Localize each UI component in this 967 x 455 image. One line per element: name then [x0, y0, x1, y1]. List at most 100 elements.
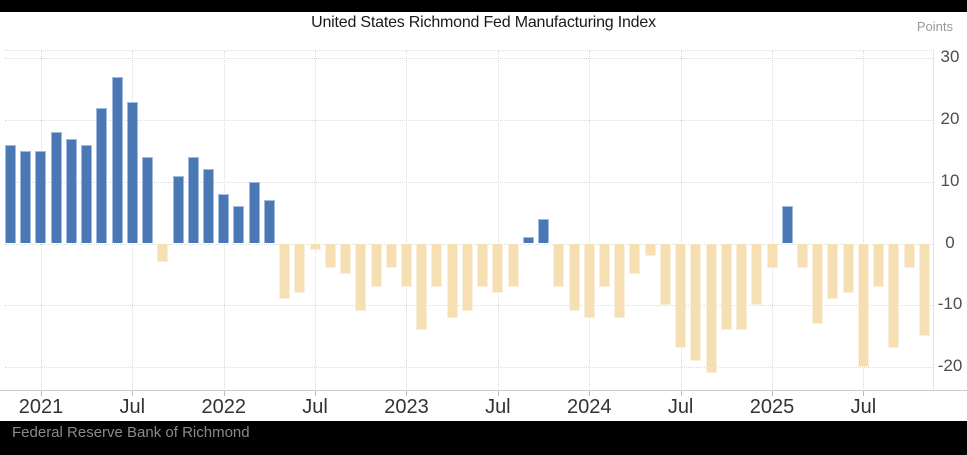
bar-sep-2024[interactable]: [705, 243, 717, 374]
x-tick-label-2025: 2025: [749, 396, 795, 418]
bar-mar-2025[interactable]: [796, 243, 808, 269]
bar-aug-2025[interactable]: [873, 243, 885, 287]
x-tick-2022: [223, 391, 225, 396]
bar-jan-2022[interactable]: [218, 194, 230, 244]
x-tick-label-Jul: Jul: [302, 396, 328, 418]
x-tick-label-Jul: Jul: [485, 396, 511, 418]
y-tick-label-20: 20: [940, 109, 960, 129]
bar-oct-2023[interactable]: [538, 218, 550, 244]
bar-dec-2022[interactable]: [385, 243, 397, 269]
bar-oct-2021[interactable]: [172, 175, 184, 244]
bar-jun-2021[interactable]: [111, 76, 123, 244]
y-tick-label--10: -10: [937, 294, 963, 314]
bar-may-2025[interactable]: [827, 243, 839, 300]
x-tick-label-2021: 2021: [18, 396, 64, 418]
chart-panel: United States Richmond Fed Manufacturing…: [0, 12, 967, 421]
h-gridline-30: [5, 58, 933, 60]
v-gridline-2024: [589, 51, 591, 391]
bar-apr-2023[interactable]: [446, 243, 458, 318]
bar-jul-2024[interactable]: [675, 243, 687, 349]
bar-nov-2024[interactable]: [736, 243, 748, 330]
x-tick-label-Jul: Jul: [119, 396, 146, 418]
v-gridline-Jul: [680, 51, 682, 391]
bar-apr-2025[interactable]: [812, 243, 824, 324]
bar-oct-2022[interactable]: [355, 243, 367, 312]
v-gridline-2023: [406, 51, 408, 391]
bar-mar-2024[interactable]: [614, 243, 626, 318]
plot-area[interactable]: [5, 50, 934, 391]
bar-jun-2025[interactable]: [842, 243, 854, 293]
y-tick-label-0: 0: [945, 232, 955, 252]
x-tick-2021: [40, 391, 42, 396]
bar-feb-2025[interactable]: [781, 206, 793, 244]
v-gridline-Jul: [497, 51, 499, 391]
x-tick-Jul: [315, 391, 317, 396]
bar-may-2023[interactable]: [461, 243, 473, 312]
bar-nov-2022[interactable]: [370, 243, 382, 287]
bar-dec-2020[interactable]: [20, 150, 32, 244]
h-gridline-10: [5, 181, 933, 183]
attribution-text: Federal Reserve Bank of Richmond: [12, 424, 250, 441]
bar-jan-2023[interactable]: [400, 243, 412, 287]
bar-aug-2023[interactable]: [507, 243, 519, 287]
bar-sep-2025[interactable]: [888, 243, 900, 349]
y-axis-unit-label: Points: [916, 19, 953, 34]
bar-feb-2023[interactable]: [416, 243, 428, 330]
x-tick-label-2024: 2024: [566, 396, 612, 418]
bar-apr-2024[interactable]: [629, 243, 641, 275]
bar-aug-2022[interactable]: [324, 243, 336, 269]
x-tick-label-Jul: Jul: [850, 396, 877, 418]
bar-nov-2023[interactable]: [553, 243, 565, 287]
bar-sep-2021[interactable]: [157, 243, 169, 262]
bar-oct-2025[interactable]: [903, 243, 915, 269]
bar-apr-2021[interactable]: [81, 144, 93, 244]
bar-nov-2025[interactable]: [918, 243, 930, 337]
y-tick-label-30: 30: [940, 47, 960, 67]
bar-mar-2022[interactable]: [248, 181, 260, 244]
y-tick-label--20: -20: [937, 355, 963, 375]
x-tick-2025: [772, 391, 773, 396]
bar-jan-2025[interactable]: [766, 243, 778, 269]
bar-jul-2021[interactable]: [126, 101, 138, 244]
bar-apr-2022[interactable]: [263, 200, 275, 244]
bar-may-2024[interactable]: [644, 243, 656, 256]
bar-aug-2021[interactable]: [142, 157, 154, 244]
h-gridline-20: [5, 120, 933, 122]
bar-jul-2022[interactable]: [309, 243, 321, 250]
bar-may-2022[interactable]: [279, 243, 291, 300]
x-tick-2023: [406, 391, 408, 396]
bar-mar-2021[interactable]: [65, 138, 77, 244]
bar-feb-2024[interactable]: [598, 243, 610, 287]
bar-feb-2021[interactable]: [50, 132, 62, 244]
bar-aug-2024[interactable]: [690, 243, 702, 361]
bar-dec-2021[interactable]: [202, 169, 214, 244]
chart-title: United States Richmond Fed Manufacturing…: [311, 14, 656, 31]
bar-jun-2022[interactable]: [294, 243, 306, 293]
x-tick-label-Jul: Jul: [667, 396, 694, 418]
bar-sep-2023[interactable]: [522, 237, 534, 244]
bar-jul-2023[interactable]: [492, 243, 504, 293]
bar-jan-2021[interactable]: [35, 150, 47, 244]
bar-jan-2024[interactable]: [583, 243, 595, 318]
bar-nov-2020[interactable]: [5, 144, 16, 244]
h-gridline--20: [5, 366, 933, 368]
bar-mar-2023[interactable]: [431, 243, 443, 287]
bar-dec-2023[interactable]: [568, 243, 580, 312]
bar-may-2021[interactable]: [96, 107, 108, 244]
bar-jun-2023[interactable]: [477, 243, 489, 287]
x-tick-label-2023: 2023: [384, 396, 429, 418]
bar-jun-2024[interactable]: [659, 243, 671, 306]
v-gridline-Jul: [315, 51, 317, 391]
x-tick-label-2022: 2022: [201, 396, 246, 418]
bar-sep-2022[interactable]: [340, 243, 352, 275]
bar-feb-2022[interactable]: [233, 206, 245, 244]
x-tick-Jul: [680, 391, 682, 396]
bar-nov-2021[interactable]: [187, 157, 199, 244]
x-tick-2024: [589, 391, 591, 396]
bar-oct-2024[interactable]: [720, 243, 732, 330]
x-axis-line: [0, 390, 967, 391]
bar-dec-2024[interactable]: [751, 243, 763, 306]
bar-jul-2025[interactable]: [857, 243, 869, 367]
x-tick-Jul: [132, 391, 134, 396]
